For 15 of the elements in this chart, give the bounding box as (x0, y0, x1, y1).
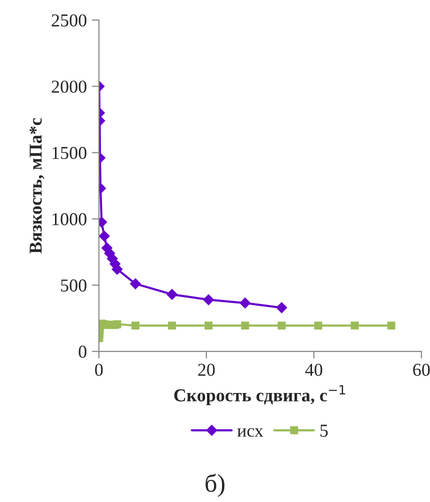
y-tick-label: 0 (78, 346, 86, 358)
legend-label: 5 (320, 424, 328, 437)
x-tick-label: 40 (305, 364, 322, 376)
y-axis-title: Вязкость, мПа*с (30, 118, 44, 254)
legend-label: исх (237, 428, 264, 437)
y-tick-label: 500 (61, 279, 86, 292)
x-tick-label: 60 (413, 364, 430, 376)
x-tick-label: 0 (95, 364, 103, 376)
y-tick-label: 1500 (52, 146, 86, 160)
x-tick-label: 20 (198, 364, 215, 376)
x-axis-title: Скорость сдвига, с$^{−1}$ (174, 385, 346, 406)
text: б) (206, 474, 224, 497)
y-tick-label: 2500 (52, 14, 86, 27)
y-tick-label: 2000 (52, 80, 86, 93)
y-tick-label: 1000 (52, 213, 86, 226)
